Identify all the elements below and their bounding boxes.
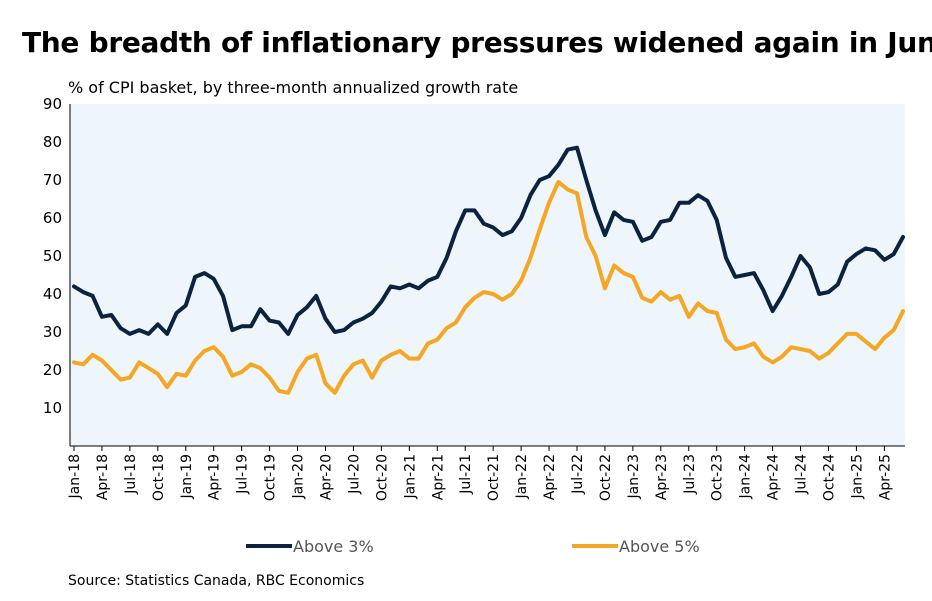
x-tick-label: Apr-21 bbox=[430, 454, 446, 500]
source-note: Source: Statistics Canada, RBC Economics bbox=[68, 573, 365, 589]
x-tick-label: Oct-21 bbox=[486, 454, 502, 501]
x-tick-label: Jan-19 bbox=[179, 454, 195, 499]
x-tick-label: Jul-21 bbox=[458, 454, 474, 495]
series-line-above-5 bbox=[72, 179, 905, 395]
x-tick-label: Apr-23 bbox=[654, 454, 670, 500]
x-tick-label: Jul-24 bbox=[794, 454, 810, 495]
legend: Above 3% Above 5% bbox=[246, 537, 700, 556]
x-tick-label: Oct-24 bbox=[821, 454, 837, 501]
x-tick-label: Jul-19 bbox=[235, 454, 251, 495]
x-tick-label: Jul-20 bbox=[346, 454, 362, 495]
x-tick-label: Oct-22 bbox=[598, 454, 614, 501]
y-tick-label: 20 bbox=[43, 361, 62, 379]
y-tick-label: 60 bbox=[43, 209, 62, 227]
x-tick-label: Jan-25 bbox=[849, 454, 865, 499]
x-tick-label: Apr-19 bbox=[207, 454, 223, 500]
x-tick-label: Oct-18 bbox=[151, 454, 167, 501]
y-axis: 10 20 30 40 50 60 70 80 90 bbox=[43, 95, 71, 446]
x-tick-label: Jan-18 bbox=[67, 454, 83, 499]
x-tick-label: Jan-24 bbox=[738, 454, 754, 500]
x-tick-label: Oct-23 bbox=[710, 454, 726, 501]
x-tick-label: Apr-24 bbox=[766, 454, 782, 500]
y-tick-label: 10 bbox=[43, 399, 62, 417]
x-tick-label: Oct-19 bbox=[263, 454, 279, 501]
y-tick-label: 50 bbox=[43, 247, 62, 265]
x-tick-label: Apr-22 bbox=[542, 454, 558, 500]
legend-label-above-5: Above 5% bbox=[619, 537, 700, 556]
y-tick-label: 90 bbox=[43, 95, 62, 113]
x-tick-label: Jan-21 bbox=[402, 454, 418, 499]
y-tick-label: 40 bbox=[43, 285, 62, 303]
x-tick-label: Oct-20 bbox=[374, 454, 390, 501]
series-lines bbox=[72, 145, 905, 395]
chart-title: The breadth of inflationary pressures wi… bbox=[22, 26, 932, 59]
series-line-above-3 bbox=[72, 145, 905, 336]
y-tick-label: 30 bbox=[43, 323, 62, 341]
x-axis: Jan-18 Apr-18 Jul-18 Oct-18 Jan-19 Apr-19 Jul-… bbox=[67, 445, 905, 501]
x-tick-label: Jul-23 bbox=[682, 454, 698, 495]
x-tick-label: Apr-25 bbox=[877, 454, 893, 500]
y-tick-label: 80 bbox=[43, 133, 62, 151]
x-tick-label: Jan-20 bbox=[291, 454, 307, 499]
chart-subtitle: % of CPI basket, by three-month annualiz… bbox=[68, 78, 519, 97]
x-tick-label: Apr-18 bbox=[95, 454, 111, 500]
x-tick-label: Jul-18 bbox=[123, 454, 139, 495]
y-tick-label: 70 bbox=[43, 171, 62, 189]
x-tick-label: Apr-20 bbox=[318, 454, 334, 500]
x-tick-label: Jul-22 bbox=[570, 454, 586, 495]
legend-label-above-3: Above 3% bbox=[293, 537, 374, 556]
x-tick-label: Jan-22 bbox=[514, 454, 530, 499]
x-tick-label: Jan-23 bbox=[626, 454, 642, 499]
